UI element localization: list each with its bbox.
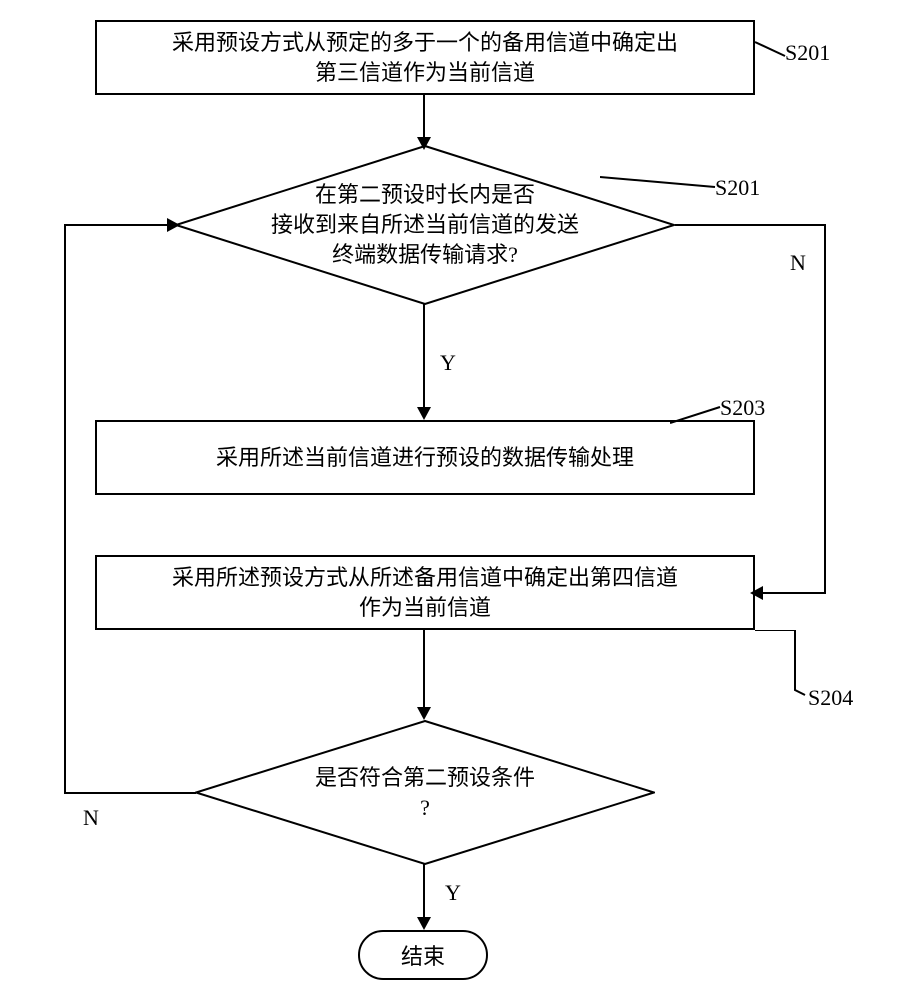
arrow-n1-d1 — [414, 95, 434, 150]
label-no-d1: N — [790, 250, 806, 276]
path-d2-no — [55, 218, 205, 800]
label-s201a: S201 — [785, 40, 830, 66]
label-s203: S203 — [720, 395, 765, 421]
label-s201b: S201 — [715, 175, 760, 201]
process-n2: 采用所述当前信道进行预设的数据传输处理 — [95, 420, 755, 495]
terminator-end: 结束 — [358, 930, 488, 980]
process-n3: 采用所述预设方式从所述备用信道中确定出第四信道作为当前信道 — [95, 555, 755, 630]
line-n2-n3 — [414, 495, 434, 555]
arrow-d2-end — [414, 863, 434, 933]
decision-d2: 是否符合第二预设条件? — [195, 720, 655, 865]
arrow-n3-d2 — [414, 630, 434, 725]
label-yes-d2: Y — [445, 880, 461, 906]
process-n1-text: 采用预设方式从预定的多于一个的备用信道中确定出第三信道作为当前信道 — [172, 28, 678, 87]
label-yes-d1: Y — [440, 350, 456, 376]
process-n1: 采用预设方式从预定的多于一个的备用信道中确定出第三信道作为当前信道 — [95, 20, 755, 95]
process-n2-text: 采用所述当前信道进行预设的数据传输处理 — [216, 443, 634, 473]
decision-d1: 在第二预设时长内是否接收到来自所述当前信道的发送终端数据传输请求? — [175, 145, 675, 305]
terminator-end-text: 结束 — [401, 939, 445, 971]
label-s204: S204 — [808, 685, 853, 711]
decision-d1-text: 在第二预设时长内是否接收到来自所述当前信道的发送终端数据传输请求? — [271, 180, 579, 269]
flowchart-canvas: 采用预设方式从预定的多于一个的备用信道中确定出第三信道作为当前信道 S201 在… — [0, 0, 914, 1000]
label-no-d2: N — [83, 805, 99, 831]
process-n3-text: 采用所述预设方式从所述备用信道中确定出第四信道作为当前信道 — [172, 563, 678, 622]
arrow-d1-n2 — [414, 303, 434, 423]
decision-d2-text: 是否符合第二预设条件? — [315, 763, 535, 822]
